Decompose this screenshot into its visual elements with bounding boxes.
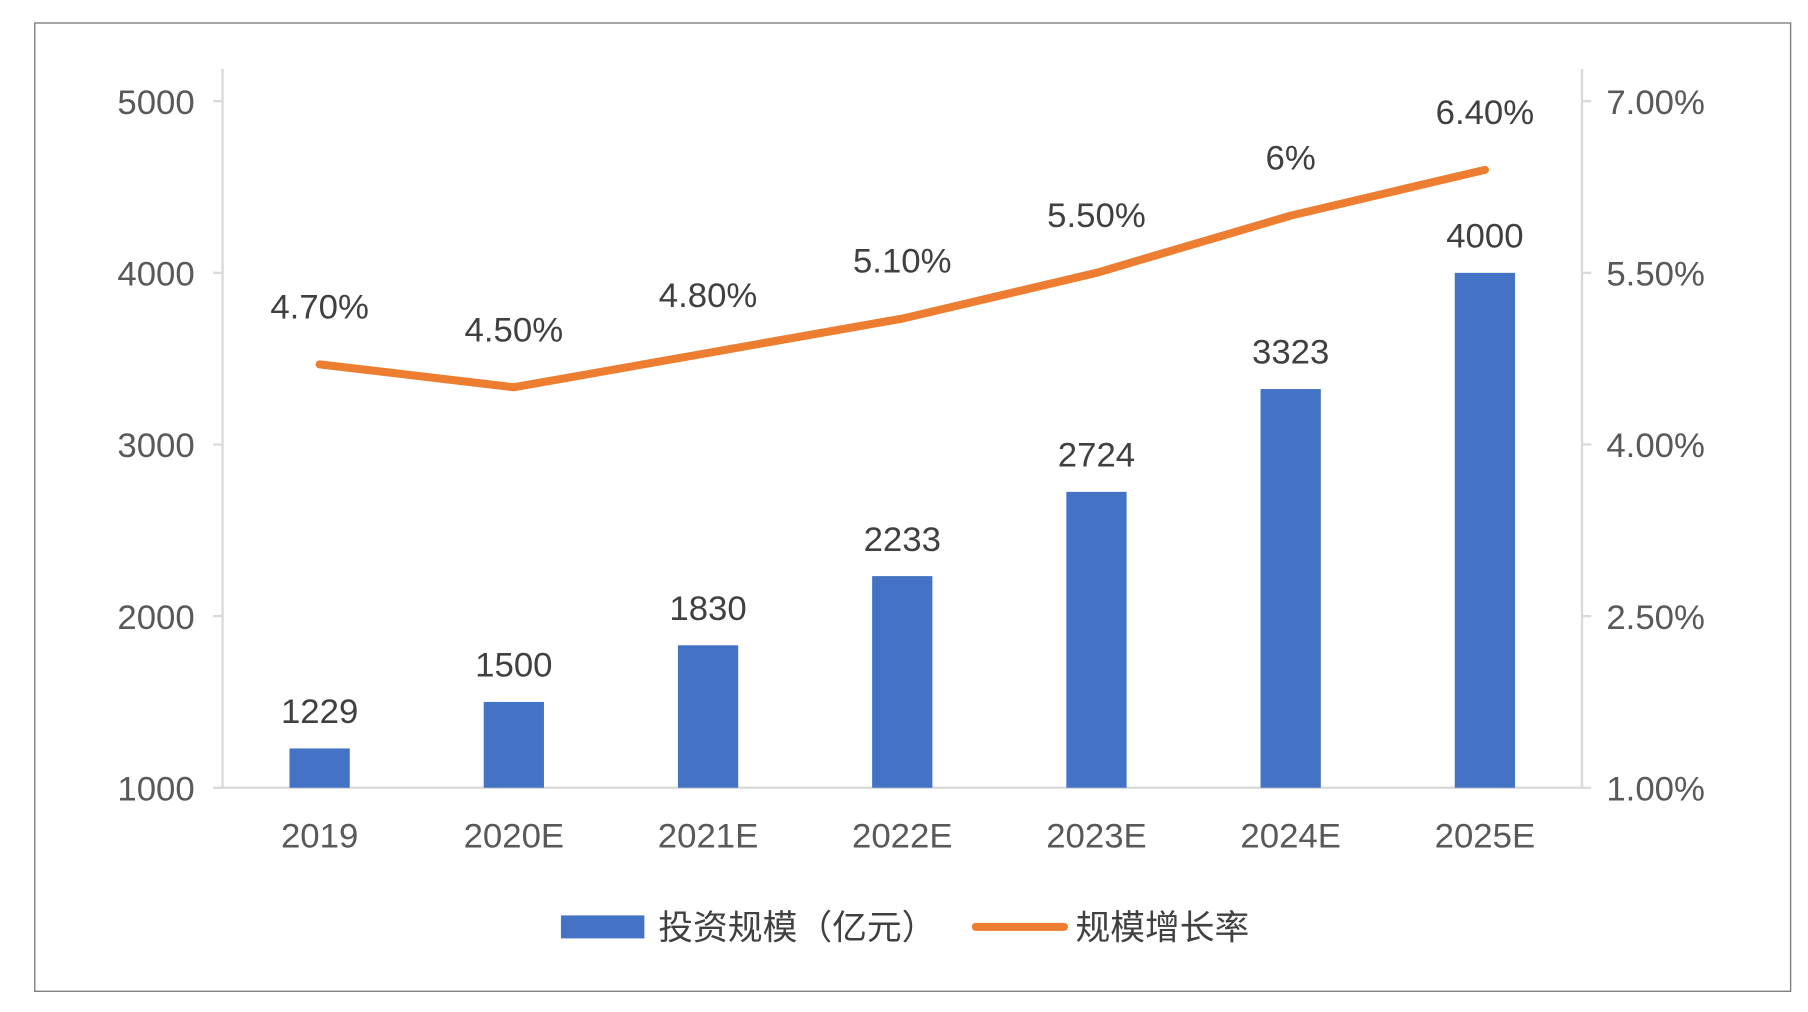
x-tick-label: 2024E xyxy=(1240,818,1341,856)
left-tick-label: 2000 xyxy=(117,599,194,637)
x-tick-label: 2020E xyxy=(464,818,565,856)
left-tick-label: 5000 xyxy=(117,84,194,122)
right-tick-label: 2.50% xyxy=(1606,599,1705,637)
line-data-label: 4.50% xyxy=(465,311,564,349)
axes: 1000 2000 3000 4000 5000 1.00% 2.50% 4.00% 5.50%… xyxy=(117,69,1705,856)
right-tick-label: 1.00% xyxy=(1606,771,1705,809)
line-data-label: 5.50% xyxy=(1047,197,1146,235)
bar-data-label: 1830 xyxy=(669,590,746,628)
bar-data-label: 4000 xyxy=(1446,218,1523,256)
bar xyxy=(289,748,350,788)
bar xyxy=(1454,272,1516,788)
line-data-label: 6.40% xyxy=(1436,94,1535,132)
bar-data-label: 3323 xyxy=(1252,334,1329,372)
x-tick-label: 2022E xyxy=(852,818,953,856)
left-tick-label: 4000 xyxy=(117,256,194,294)
line-data-label: 4.80% xyxy=(659,277,758,315)
line-data-label: 6% xyxy=(1266,140,1316,178)
line-data-label: 5.10% xyxy=(853,243,952,281)
x-tick-label: 2025E xyxy=(1435,818,1536,856)
bar-data-label: 2233 xyxy=(864,521,941,559)
bar xyxy=(677,645,739,788)
bar-data-label: 1500 xyxy=(475,647,552,685)
bars xyxy=(289,272,1516,788)
legend-label-bar: 投资规模（亿元） xyxy=(658,909,936,949)
data-labels: 1229 1500 1830 2233 2724 3323 4000 4.70% 4.50% 4.… xyxy=(270,94,1534,731)
right-tick-label: 7.00% xyxy=(1606,84,1705,122)
bar xyxy=(1066,491,1127,788)
legend: 投资规模（亿元） 规模增长率 xyxy=(560,909,1250,949)
bar xyxy=(872,576,933,788)
legend-label-line: 规模增长率 xyxy=(1076,909,1250,949)
line-data-label: 4.70% xyxy=(270,288,369,326)
bar-data-label: 1229 xyxy=(281,693,358,731)
x-tick-label: 2019 xyxy=(281,818,358,856)
right-tick-label: 4.00% xyxy=(1606,427,1705,465)
bar xyxy=(1260,389,1321,788)
x-tick-label: 2021E xyxy=(658,818,759,856)
bar xyxy=(483,701,544,788)
bar-data-label: 2724 xyxy=(1058,437,1135,475)
x-tick-label: 2023E xyxy=(1046,818,1147,856)
line-series xyxy=(315,165,1489,392)
left-tick-label: 3000 xyxy=(117,427,194,465)
legend-swatch-bar xyxy=(560,915,645,939)
left-tick-label: 1000 xyxy=(117,771,194,809)
right-tick-label: 5.50% xyxy=(1606,256,1705,294)
